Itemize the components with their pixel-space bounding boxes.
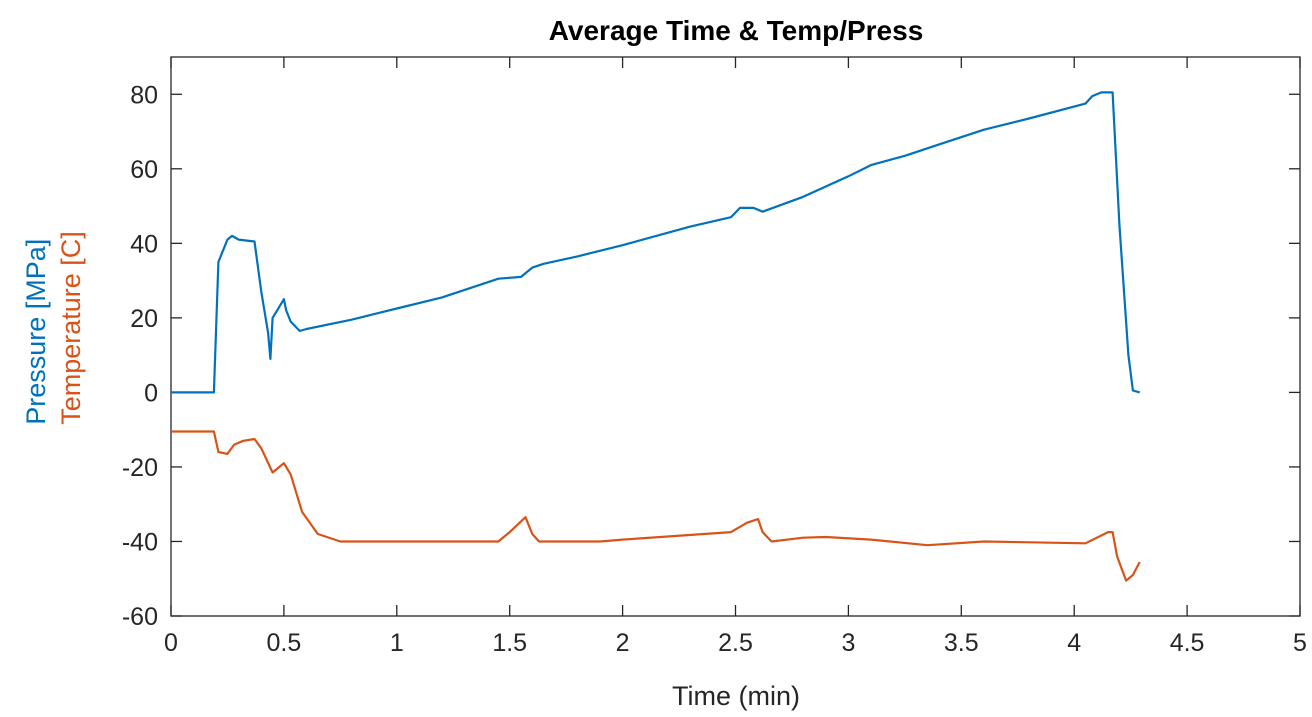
x-axis-ticks: 0 0.5 1 1.5 2 2.5 3 3.5 4 4.5 5 (164, 57, 1307, 657)
y-tick-label: 40 (130, 230, 158, 258)
x-tick-label: 3 (841, 629, 855, 657)
y-tick-label: -20 (122, 454, 158, 482)
y-axis-label: Pressure [MPa] Temperature [C] (21, 231, 86, 425)
y-tick-label: 60 (130, 156, 158, 184)
series-line-temperature (171, 430, 1141, 582)
x-tick-label: 1 (390, 629, 404, 657)
y-tick-label: 80 (130, 81, 158, 109)
x-tick-label: 0 (164, 629, 178, 657)
x-tick-label: 2 (616, 629, 630, 657)
y-tick-label: 0 (144, 379, 158, 407)
x-tick-label: 5 (1293, 629, 1307, 657)
y-tick-label: 20 (130, 305, 158, 333)
series-line-pressure (171, 91, 1140, 394)
series-layer (171, 91, 1141, 582)
x-tick-label: 4.5 (1170, 629, 1205, 657)
x-tick-label: 3.5 (944, 629, 979, 657)
y-axis-label-temperature: Temperature [C] (56, 231, 86, 425)
y-axis-ticks: -60 -40 -20 0 20 40 60 80 (122, 81, 1300, 631)
y-tick-label: -60 (122, 603, 158, 631)
x-tick-label: 2.5 (718, 629, 753, 657)
y-axis-label-pressure: Pressure [MPa] (21, 239, 51, 425)
x-tick-label: 1.5 (492, 629, 527, 657)
plot-frame (170, 56, 1301, 617)
x-axis-label: Time (min) (672, 681, 800, 711)
y-tick-label: -40 (122, 528, 158, 556)
chart-title: Average Time & Temp/Press (549, 15, 924, 46)
x-tick-label: 4 (1067, 629, 1081, 657)
x-tick-label: 0.5 (267, 629, 302, 657)
